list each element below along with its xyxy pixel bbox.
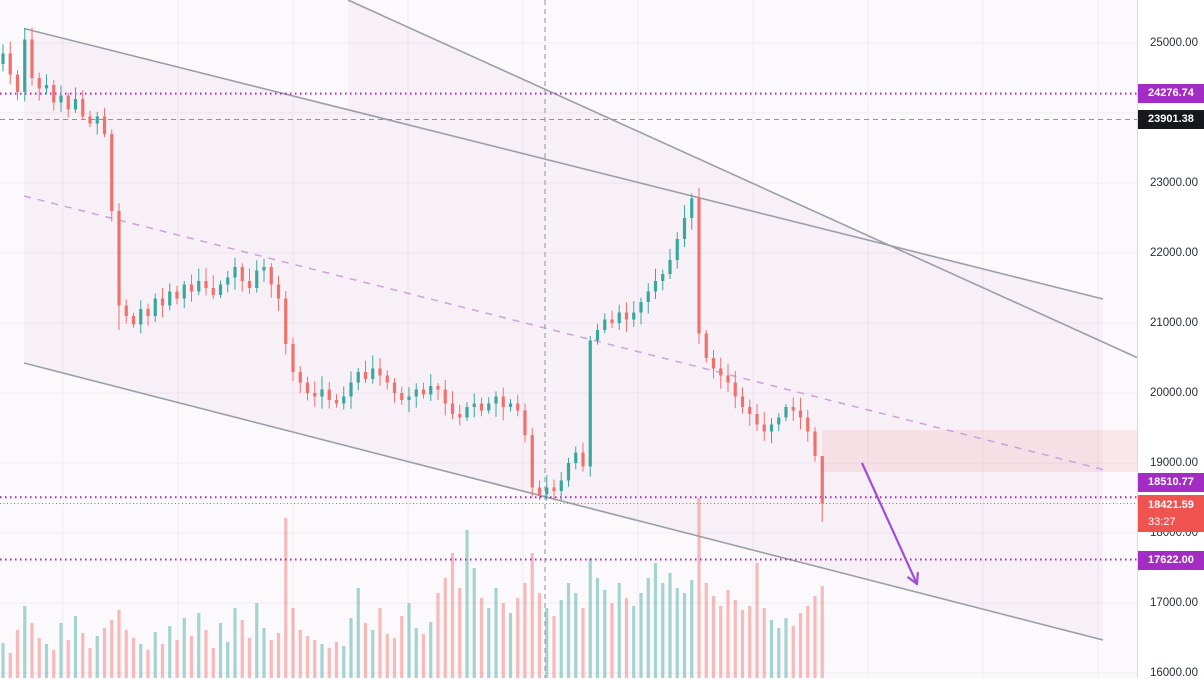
alert-level-badge-upper: 24276.74 bbox=[1138, 84, 1204, 103]
axis-tick-label: 16000.00 bbox=[1150, 667, 1198, 679]
trendlines[interactable] bbox=[23, 0, 1138, 641]
crosshair-price-badge: 23901.38 bbox=[1138, 110, 1204, 129]
axis-tick-label: 20000.00 bbox=[1150, 387, 1198, 399]
axis-tick-label: 21000.00 bbox=[1150, 317, 1198, 329]
zone-rect[interactable] bbox=[822, 430, 1137, 472]
channel-drawing[interactable] bbox=[24, 0, 1103, 640]
axis-tick-label: 17000.00 bbox=[1150, 597, 1198, 609]
axis-tick-label: 19000.00 bbox=[1150, 457, 1198, 469]
alert-level-price: 17622.00 bbox=[1148, 554, 1194, 566]
alert-level-price: 24276.74 bbox=[1148, 87, 1194, 99]
level-lines[interactable] bbox=[0, 92, 1137, 561]
axis-tick-label: 23000.00 bbox=[1150, 177, 1198, 189]
last-price: 18421.59 bbox=[1148, 499, 1194, 511]
axis-tick-label: 25000.00 bbox=[1150, 37, 1198, 49]
volume-series bbox=[1, 498, 824, 678]
crosshair-price: 23901.38 bbox=[1148, 113, 1194, 125]
bar-countdown: 33:27 bbox=[1148, 516, 1176, 528]
alert-level-price: 18510.77 bbox=[1148, 476, 1194, 488]
axis-tick-label: 22000.00 bbox=[1150, 247, 1198, 259]
current-price-badge: 18421.59 33:27 bbox=[1138, 495, 1204, 532]
arrow-drawing[interactable] bbox=[860, 462, 919, 586]
crosshair bbox=[0, 0, 1137, 678]
alert-level-badge-mid: 18510.77 bbox=[1138, 473, 1204, 492]
alert-level-badge-lower: 17622.00 bbox=[1138, 551, 1204, 570]
candlestick-series bbox=[1, 27, 824, 522]
